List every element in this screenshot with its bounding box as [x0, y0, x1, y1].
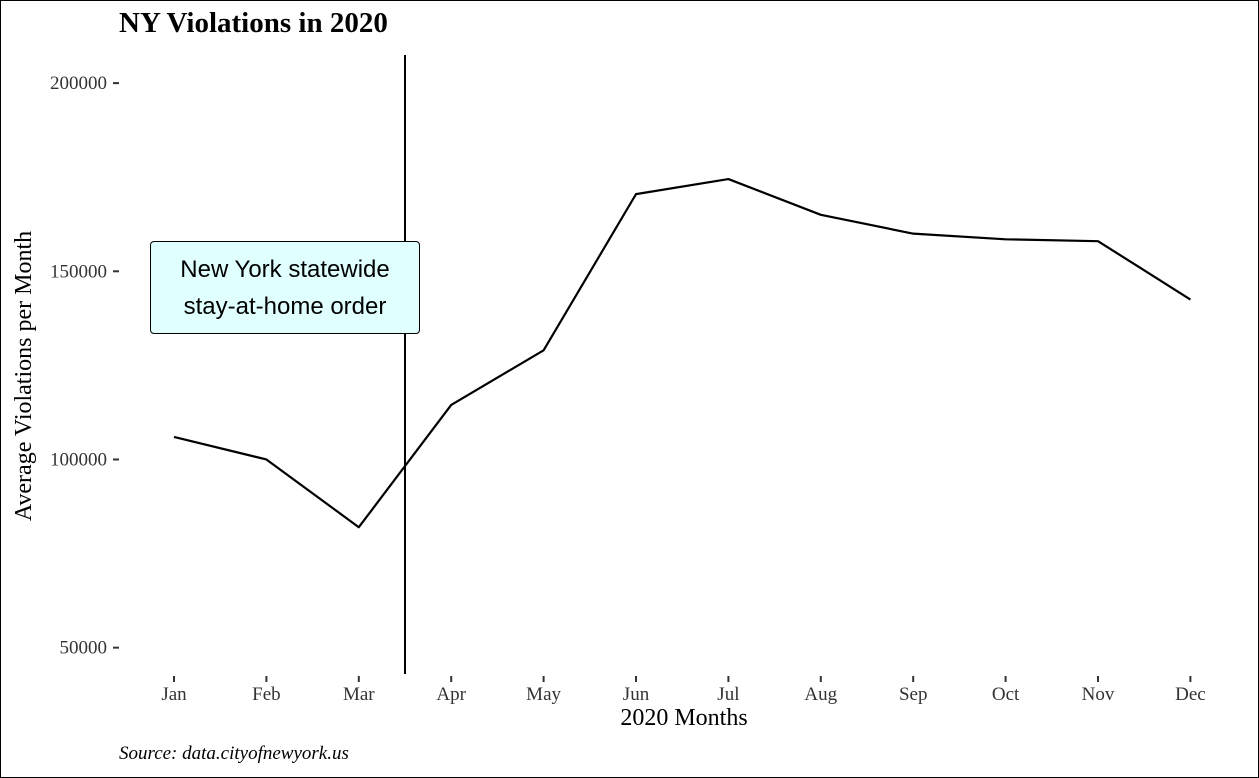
chart-title: NY Violations in 2020	[119, 7, 388, 39]
x-tick-label: Feb	[252, 684, 281, 705]
x-tick-label: Apr	[436, 684, 466, 705]
x-axis-label: 2020 Months	[620, 705, 748, 731]
x-tick-label: Sep	[899, 684, 928, 705]
annotation-line-2: stay-at-home order	[183, 292, 387, 320]
annotation-line-1: New York statewide	[180, 255, 390, 283]
x-tick-label: Aug	[804, 684, 837, 705]
x-tick-label: Nov	[1082, 684, 1115, 705]
y-axis-label: Average Violations per Month	[11, 230, 37, 522]
x-tick-label: Mar	[343, 684, 375, 705]
y-tick-label: 200000	[50, 73, 107, 94]
y-tick-label: 150000	[50, 261, 107, 282]
x-tick-label: Jun	[623, 684, 650, 705]
y-tick-label: 50000	[60, 638, 108, 659]
x-tick-label: Dec	[1175, 684, 1206, 705]
x-tick-label: Jan	[161, 684, 187, 705]
series-line	[173, 177, 1191, 529]
x-tick-label: Oct	[992, 684, 1020, 705]
x-tick-label: Jul	[717, 684, 739, 705]
x-tick-label: May	[526, 684, 561, 705]
annotation-label: New York statewide stay-at-home order	[150, 241, 420, 334]
y-tick-label: 100000	[50, 449, 107, 470]
source-caption: Source: data.cityofnewyork.us	[119, 743, 349, 764]
